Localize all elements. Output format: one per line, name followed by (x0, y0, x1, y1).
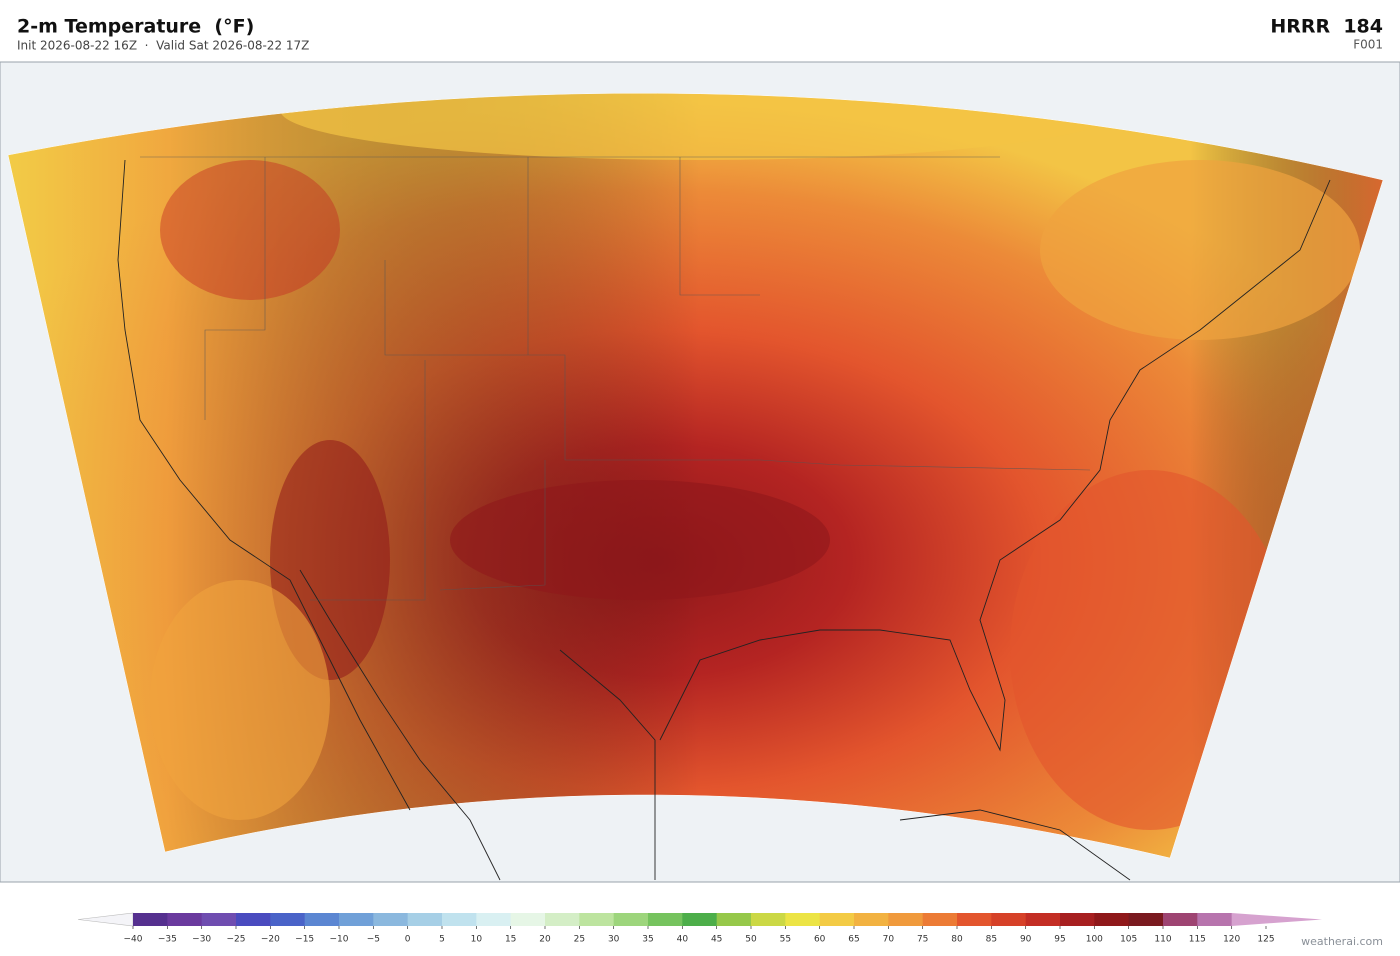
colorbar-tick-label: 30 (608, 935, 620, 945)
colorbar-segment (1094, 913, 1130, 926)
colorbar-segment (682, 913, 718, 926)
colorbar-tick-label: −35 (158, 935, 177, 945)
borders (140, 156, 1091, 601)
subtitle: Init 2026-08-22 16Z · Valid Sat 2026-08-… (17, 39, 309, 53)
colorbar-segment (270, 913, 306, 926)
colorbar-segment (1060, 913, 1095, 926)
colorbar: −40 −35 −30 −25 −20 −15 −10 −5 0 5 10 15 20 25 30 35 40 4… (77, 912, 1322, 945)
forecast-hour: F001 (1353, 38, 1383, 52)
credit: weatherai.com (1301, 935, 1383, 948)
colorbar-segment (1128, 913, 1164, 926)
colorbar-tick-label: −25 (227, 935, 246, 945)
colorbar-segment (648, 913, 683, 926)
colorbar-tick-label: 40 (677, 935, 689, 945)
colorbar-segment (922, 913, 958, 926)
model-label: HRRR 184 (1270, 16, 1383, 38)
colorbar-tick-label: 25 (574, 935, 585, 945)
colorbar-tick-label: 70 (883, 935, 895, 945)
colorbar-tick-label: 110 (1154, 935, 1171, 945)
colorbar-segment (1025, 913, 1061, 926)
colorbar-segment (716, 913, 752, 926)
colorbar-tick-label: −10 (330, 935, 349, 945)
colorbar-segment (819, 913, 855, 926)
colorbar-under (77, 912, 134, 927)
domain-outline (7, 93, 1384, 859)
colorbar-tick-label: 90 (1020, 935, 1032, 945)
colorbar-segment (236, 913, 271, 926)
colorbar-segment (1197, 913, 1233, 926)
colorbar-segment (339, 913, 374, 926)
colorbar-tick-label: 75 (917, 935, 928, 945)
colorbar-tick-label: −15 (295, 935, 314, 945)
colorbar-segment (407, 913, 443, 926)
colorbar-segment (613, 913, 649, 926)
colorbar-tick-label: 125 (1257, 935, 1274, 945)
colorbar-tick-label: 80 (951, 935, 963, 945)
colorbar-segment (201, 913, 237, 926)
colorbar-segment (785, 913, 821, 926)
colorbar-tick-label: 55 (780, 935, 791, 945)
colorbar-tick-label: −20 (261, 935, 280, 945)
colorbar-segment (751, 913, 786, 926)
colorbar-segment (133, 913, 168, 926)
colorbar-segment (991, 913, 1027, 926)
colorbar-over (1231, 913, 1322, 926)
colorbar-tick-label: 85 (986, 935, 997, 945)
colorbar-segment (579, 913, 615, 926)
colorbar-tick-label: −40 (124, 935, 143, 945)
colorbar-tick-label: 35 (642, 935, 653, 945)
colorbar-tick-label: 0 (405, 935, 411, 945)
colorbar-segment (888, 913, 924, 926)
colorbar-tick-label: 10 (471, 935, 483, 945)
colorbar-segment (442, 913, 477, 926)
colorbar-tick-label: 50 (745, 935, 757, 945)
colorbar-tick-label: 5 (439, 935, 445, 945)
colorbar-tick-label: −5 (367, 935, 380, 945)
colorbar-segment (545, 913, 580, 926)
colorbar-segment (373, 913, 409, 926)
colorbar-tick-label: −30 (192, 935, 211, 945)
colorbar-tick-label: 45 (711, 935, 722, 945)
colorbar-segment (854, 913, 889, 926)
colorbar-segment (957, 913, 992, 926)
colorbar-tick-label: 120 (1223, 935, 1240, 945)
colorbar-segment (510, 913, 546, 926)
colorbar-tick-label: 60 (814, 935, 826, 945)
colorbar-tick-label: 115 (1189, 935, 1206, 945)
colorbar-tick-label: 20 (539, 935, 551, 945)
colorbar-segment (476, 913, 512, 926)
colorbar-tick-label: 95 (1054, 935, 1065, 945)
colorbar-tick-label: 65 (848, 935, 859, 945)
colorbar-tick-label: 105 (1120, 935, 1137, 945)
colorbar-tick-label: 15 (505, 935, 516, 945)
colorbar-tick-label: 100 (1086, 935, 1103, 945)
coastlines (117, 159, 1331, 881)
title: 2-m Temperature (°F) (17, 16, 254, 38)
colorbar-segment (167, 913, 203, 926)
colorbar-segment (1163, 913, 1198, 926)
colorbar-segment (304, 913, 340, 926)
temperature-field (8, 93, 1383, 858)
